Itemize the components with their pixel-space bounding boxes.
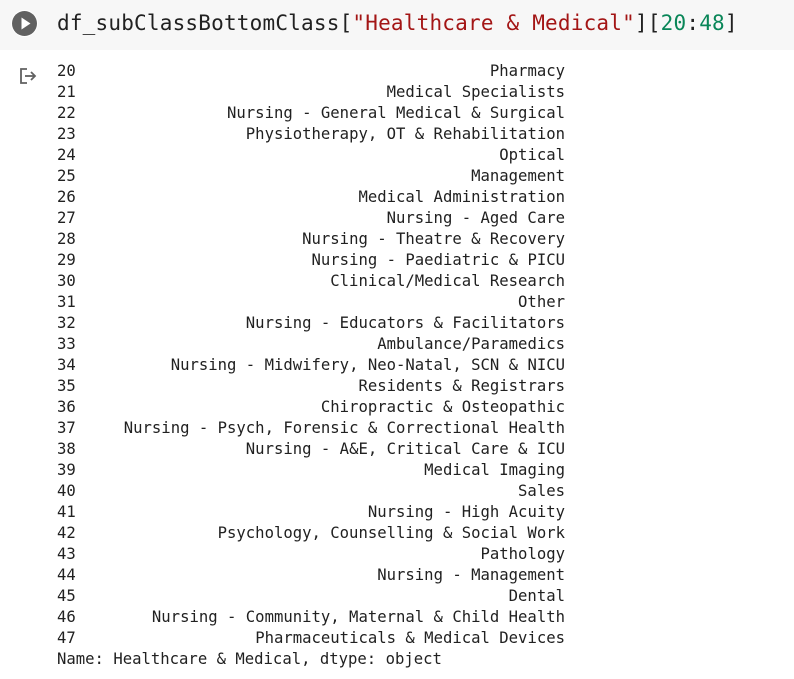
series-index: 23	[57, 125, 76, 143]
series-value: Sales	[518, 482, 565, 500]
series-row: 21 Medical Specialists	[57, 82, 565, 103]
series-row: 46 Nursing - Community, Maternal & Child …	[57, 607, 565, 628]
series-index: 41	[57, 503, 76, 521]
series-index: 20	[57, 62, 76, 80]
series-index: 21	[57, 83, 76, 101]
series-value: Nursing - Community, Maternal & Child He…	[151, 608, 565, 626]
series-index: 46	[57, 608, 76, 626]
series-index: 27	[57, 209, 76, 227]
output-redirect-icon[interactable]	[18, 66, 38, 86]
code-slice-start: 20	[660, 11, 687, 35]
series-row: 43 Pathology	[57, 544, 565, 565]
series-index: 30	[57, 272, 76, 290]
series-value: Nursing - A&E, Critical Care & ICU	[245, 440, 565, 458]
series-index: 28	[57, 230, 76, 248]
code-variable: df_subClassBottomClass	[57, 11, 340, 35]
series-value: Nursing - Educators & Facilitators	[245, 314, 565, 332]
series-index: 38	[57, 440, 76, 458]
series-value: Ambulance/Paramedics	[377, 335, 565, 353]
series-row: 37 Nursing - Psych, Forensic & Correction…	[57, 418, 565, 439]
code-slice-colon: :	[686, 11, 700, 35]
series-row: 44 Nursing - Management	[57, 565, 565, 586]
series-value: Other	[518, 293, 565, 311]
series-index: 40	[57, 482, 76, 500]
series-index: 39	[57, 461, 76, 479]
series-index: 25	[57, 167, 76, 185]
series-row: 24 Optical	[57, 145, 565, 166]
series-row: 20 Pharmacy	[57, 61, 565, 82]
series-value: Nursing - General Medical & Surgical	[227, 104, 565, 122]
series-value: Medical Administration	[358, 188, 565, 206]
series-index: 44	[57, 566, 76, 584]
play-circle-icon	[12, 11, 37, 36]
series-row: 29 Nursing - Paediatric & PICU	[57, 250, 565, 271]
series-index: 32	[57, 314, 76, 332]
series-value: Nursing - Aged Care	[386, 209, 565, 227]
series-value: Clinical/Medical Research	[330, 272, 565, 290]
code-bracket: [	[339, 11, 353, 35]
series-row: 35 Residents & Registrars	[57, 376, 565, 397]
series-value: Pharmacy	[489, 62, 565, 80]
code-bracket-mid: ][	[634, 11, 661, 35]
series-footer: Name: Healthcare & Medical, dtype: objec…	[57, 650, 442, 668]
series-row: 40 Sales	[57, 481, 565, 502]
series-value: Pharmaceuticals & Medical Devices	[255, 629, 565, 647]
series-value: Nursing - Psych, Forensic & Correctional…	[123, 419, 565, 437]
series-index: 43	[57, 545, 76, 563]
series-row: 38 Nursing - A&E, Critical Care & ICU	[57, 439, 565, 460]
series-row: 22 Nursing - General Medical & Surgical	[57, 103, 565, 124]
series-index: 47	[57, 629, 76, 647]
series-index: 29	[57, 251, 76, 269]
run-cell-button[interactable]	[11, 10, 38, 37]
series-row: 33 Ambulance/Paramedics	[57, 334, 565, 355]
series-index: 37	[57, 419, 76, 437]
series-value: Nursing - Paediatric & PICU	[311, 251, 565, 269]
series-value: Nursing - Theatre & Recovery	[302, 230, 565, 248]
code-bracket-close: ]	[724, 11, 738, 35]
series-index: 34	[57, 356, 76, 374]
series-index: 45	[57, 587, 76, 605]
series-value: Dental	[508, 587, 565, 605]
code-cell[interactable]: df_subClassBottomClass["Healthcare & Med…	[0, 0, 794, 50]
series-row: 23 Physiotherapy, OT & Rehabilitation	[57, 124, 565, 145]
series-value: Nursing - Management	[377, 566, 565, 584]
series-index: 42	[57, 524, 76, 542]
series-index: 33	[57, 335, 76, 353]
series-row: 41 Nursing - High Acuity	[57, 502, 565, 523]
series-row: 31 Other	[57, 292, 565, 313]
series-value: Nursing - Midwifery, Neo-Natal, SCN & NI…	[170, 356, 565, 374]
series-row: 32 Nursing - Educators & Facilitators	[57, 313, 565, 334]
series-row: 28 Nursing - Theatre & Recovery	[57, 229, 565, 250]
series-row: 27 Nursing - Aged Care	[57, 208, 565, 229]
cell-output: 20 Pharmacy 21 Medical Specialists 22 Nursing…	[57, 61, 565, 670]
series-row: 42 Psychology, Counselling & Social Work	[57, 523, 565, 544]
series-value: Psychology, Counselling & Social Work	[217, 524, 565, 542]
series-row: 26 Medical Administration	[57, 187, 565, 208]
code-string-key: "Healthcare & Medical"	[352, 11, 635, 35]
series-index: 26	[57, 188, 76, 206]
series-row: 39 Medical Imaging	[57, 460, 565, 481]
code-editor-line[interactable]: df_subClassBottomClass["Healthcare & Med…	[57, 9, 738, 37]
series-row: 45 Dental	[57, 586, 565, 607]
series-value: Medical Imaging	[424, 461, 565, 479]
series-value: Pathology	[480, 545, 566, 563]
series-value: Residents & Registrars	[358, 377, 565, 395]
series-index: 22	[57, 104, 76, 122]
series-value: Optical	[499, 146, 565, 164]
series-row: 25 Management	[57, 166, 565, 187]
series-index: 35	[57, 377, 76, 395]
series-value: Management	[471, 167, 565, 185]
series-value: Chiropractic & Osteopathic	[320, 398, 565, 416]
series-value: Physiotherapy, OT & Rehabilitation	[245, 125, 565, 143]
series-value: Medical Specialists	[386, 83, 565, 101]
series-row: 34 Nursing - Midwifery, Neo-Natal, SCN & …	[57, 355, 565, 376]
series-index: 24	[57, 146, 76, 164]
series-row: 36 Chiropractic & Osteopathic	[57, 397, 565, 418]
series-index: 31	[57, 293, 76, 311]
series-row: 30 Clinical/Medical Research	[57, 271, 565, 292]
code-slice-end: 48	[699, 11, 725, 35]
series-row: 47 Pharmaceuticals & Medical Devices	[57, 628, 565, 649]
series-index: 36	[57, 398, 76, 416]
series-value: Nursing - High Acuity	[367, 503, 565, 521]
